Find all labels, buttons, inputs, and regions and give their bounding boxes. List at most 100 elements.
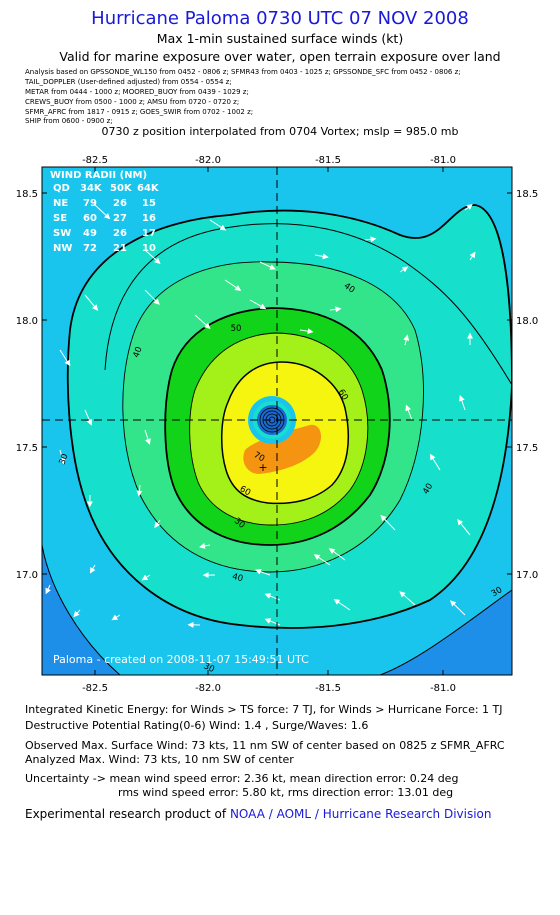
wind-radii-cell: 21: [113, 243, 127, 254]
y-tick-label: 18.0: [516, 316, 538, 327]
wind-vector-arrow: [333, 599, 351, 611]
wind-vector-arrow: [209, 219, 227, 231]
wind-vector-arrow: [154, 519, 161, 529]
y-tick-label: 17.5: [516, 443, 538, 454]
wind-vector-arrow: [111, 614, 121, 621]
wind-vector-arrow: [45, 584, 51, 595]
wind-vector-arrow: [380, 514, 396, 531]
contour-label: 50: [231, 324, 242, 334]
wind-vector-arrow: [314, 253, 329, 260]
wind-vector-arrow: [199, 543, 211, 549]
wind-radii-cell: 10: [142, 243, 156, 254]
wind-radii-cell: SE: [53, 213, 67, 224]
wind-radii-header: 34K: [80, 183, 103, 194]
wind-radii-header: 50K: [110, 183, 133, 194]
x-tick-label: -81.5: [315, 683, 341, 694]
wind-radii-cell: 17: [142, 228, 156, 239]
wind-vector-arrow: [328, 548, 346, 561]
wind-vector-arrow: [59, 349, 71, 367]
x-axis-top: -82.5 -82.0 -81.5 -81.0: [82, 155, 456, 166]
contour-line-30: [379, 589, 512, 675]
analysis-source-line: Analysis based on GPSSONDE_WL150 from 04…: [25, 68, 461, 76]
wind-radii-cell: 27: [113, 213, 127, 224]
wind-radii-cell: NW: [53, 243, 72, 254]
x-tick-label: -81.0: [430, 683, 456, 694]
contour-label: 40: [132, 346, 145, 360]
contour-band-90: [243, 424, 322, 474]
y-tick-label: 17.5: [16, 443, 38, 454]
contour-line-70: [189, 332, 369, 526]
wind-vectors: [45, 203, 476, 628]
wind-vector-arrow: [299, 328, 314, 335]
wind-vector-arrow: [254, 568, 271, 576]
contour-line-30: [42, 544, 121, 675]
wind-radii-cell: 15: [142, 198, 156, 209]
wind-radii-cell: 49: [83, 228, 97, 239]
wind-vector-arrow: [458, 394, 466, 411]
wind-vector-arrow: [403, 334, 410, 346]
wind-vector-arrow: [264, 618, 281, 626]
wind-vector-arrow: [399, 266, 409, 273]
wind-vector-arrow: [144, 249, 161, 264]
wind-vector-arrow: [136, 484, 143, 497]
x-tick-label: -81.0: [430, 155, 456, 166]
wind-radii-cell: 26: [113, 228, 127, 239]
contour-label: 70: [252, 450, 266, 464]
wind-vector-arrow: [464, 203, 473, 211]
wind-radii-cell: SW: [53, 228, 71, 239]
wind-vector-arrow: [84, 409, 93, 426]
wind-vector-arrow: [84, 294, 99, 311]
x-tick-label: -82.0: [195, 683, 221, 694]
contour-line-60: [164, 307, 391, 546]
wind-vector-arrow: [264, 593, 281, 601]
max-wind-marker: +: [258, 461, 267, 474]
wind-vector-arrow: [469, 251, 476, 261]
wind-vector-arrow: [405, 404, 413, 421]
contour-label: 40: [231, 572, 244, 584]
x-tick-label: -82.5: [82, 155, 108, 166]
wind-radii-header: 64K: [137, 183, 160, 194]
observed-max-line: Observed Max. Surface Wind: 73 kts, 11 n…: [25, 739, 505, 752]
wind-vector-arrow: [364, 236, 377, 243]
ike-line: Integrated Kinetic Energy: for Winds > T…: [25, 703, 503, 716]
wind-vector-arrow: [89, 564, 96, 574]
y-tick-label: 17.0: [516, 570, 538, 581]
noaa-link[interactable]: NOAA / AOML / Hurricane Research Divisio…: [229, 807, 492, 821]
position-note: 0730 z position interpolated from 0704 V…: [101, 125, 459, 138]
analysis-source-line: METAR from 0444 - 1000 z; MOORED_BUOY fr…: [25, 88, 249, 96]
wind-vector-arrow: [224, 279, 242, 291]
wind-radii-header: QD: [53, 183, 70, 194]
contour-label: 30: [490, 585, 504, 599]
product-prefix: Experimental research product of: [25, 807, 227, 821]
dpr-line: Destructive Potential Rating(0-6) Wind: …: [25, 719, 369, 732]
x-tick-label: -82.5: [82, 683, 108, 694]
wind-vector-arrow: [94, 204, 111, 220]
wind-vector-arrow: [329, 306, 342, 313]
plot-frame: [41, 166, 513, 676]
wind-vector-arrow: [249, 299, 267, 310]
wind-vector-arrow: [457, 519, 471, 536]
contour-label: 30: [202, 661, 216, 675]
wind-radii-title: WIND RADII (NM): [50, 170, 147, 181]
contour-label: 40: [421, 482, 435, 496]
contour-line-30: [104, 223, 512, 386]
page-title: Hurricane Paloma 0730 UTC 07 NOV 2008: [91, 8, 469, 29]
analysis-source-line: SFMR_AFRC from 1817 - 0915 z; GOES_SWIR …: [25, 108, 254, 116]
wind-vector-arrow: [73, 609, 81, 618]
contour-label: 60: [336, 388, 350, 402]
wind-vector-arrow: [144, 289, 160, 305]
uncertainty-line: Uncertainty -> mean wind speed error: 2.…: [25, 772, 459, 785]
wind-vector-arrow: [449, 600, 466, 616]
wind-radii-cell: 79: [83, 198, 97, 209]
x-tick-label: -81.5: [315, 155, 341, 166]
analysis-source-line: CREWS_BUOY from 0500 - 1000 z; AMSU from…: [25, 98, 240, 106]
y-tick-label: 17.0: [16, 570, 38, 581]
y-tick-label: 18.0: [16, 316, 38, 327]
contour-line-80: [220, 361, 350, 505]
analysis-source-line: TAIL_DOPPLER (User-defined adjusted) fro…: [25, 78, 232, 86]
y-axis-left: 18.5 18.0 17.5 17.0: [16, 189, 38, 581]
wind-vector-arrow: [259, 261, 276, 270]
product-line: Experimental research product of NOAA / …: [25, 807, 492, 821]
contour-label: 30: [58, 453, 71, 467]
uncertainty-rms-line: rms wind speed error: 5.80 kt, rms direc…: [118, 786, 454, 799]
